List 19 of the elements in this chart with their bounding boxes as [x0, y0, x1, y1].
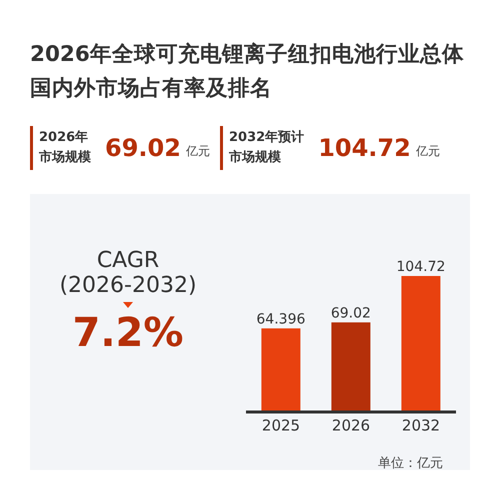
text: 7.2%: [72, 310, 184, 356]
text: 单位：亿元: [378, 455, 443, 472]
data-label: 104.72: [396, 259, 446, 275]
data-label: 64.396: [256, 311, 306, 328]
x-tick-label: 2025: [262, 416, 300, 435]
text: 市场规模: [39, 148, 91, 167]
text: (2026-2032): [58, 273, 198, 298]
x-tick-label: 2026: [332, 416, 370, 435]
text: 亿元: [186, 142, 210, 160]
text: 69.02: [105, 134, 181, 162]
text: CAGR: [96, 248, 160, 273]
chart-title: 2026年全球可充电锂离子纽扣电池行业总体国内外市场占有率及排名: [30, 41, 465, 103]
text: 亿元: [416, 142, 440, 160]
text: 2032年预计: [229, 129, 304, 147]
x-tick-label: 2032: [402, 416, 440, 435]
text: 2026年: [39, 129, 90, 147]
text: 104.72: [318, 134, 411, 162]
text: 市场规模: [229, 148, 282, 167]
data-label: 69.02: [330, 305, 371, 322]
